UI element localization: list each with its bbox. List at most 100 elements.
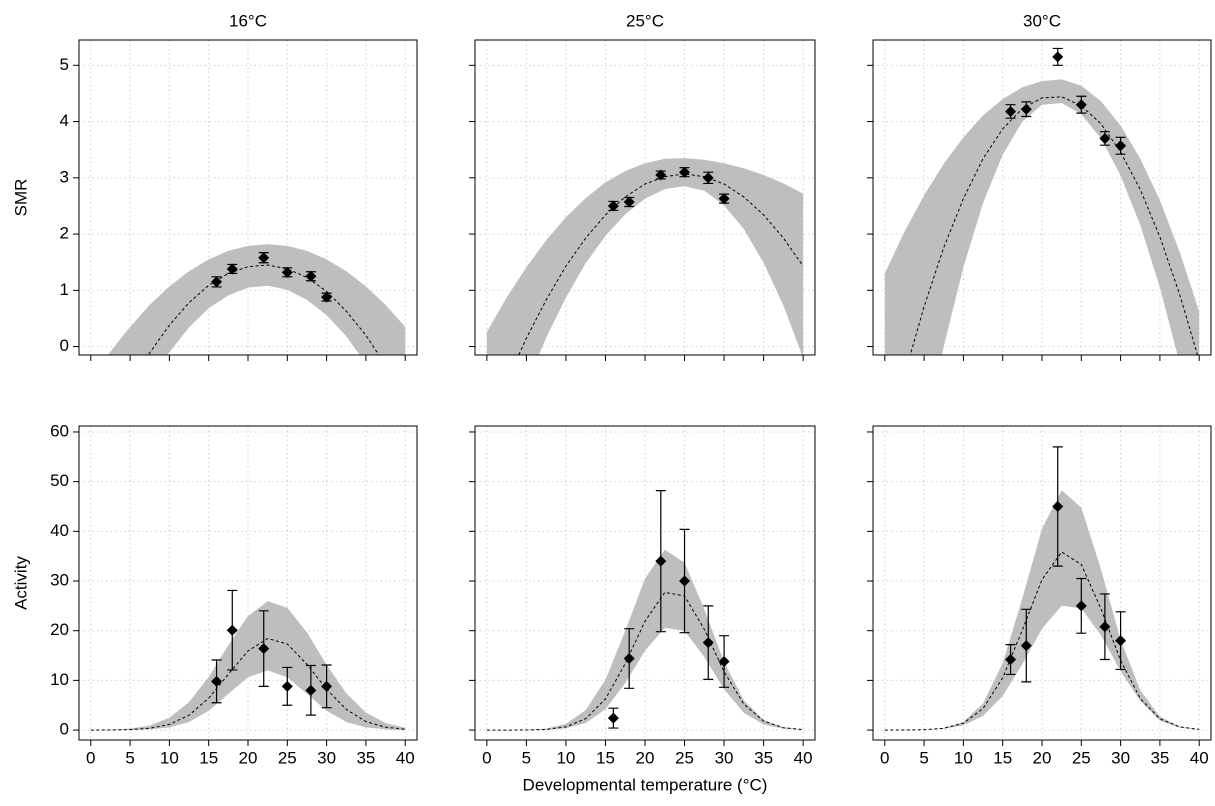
panel: 0 5 10 15 20 25 30 35 40 xyxy=(867,425,1212,767)
x-tick-label: 25 xyxy=(278,748,297,767)
data-point xyxy=(718,656,730,667)
y-tick-label: 40 xyxy=(50,521,69,540)
panel-frame xyxy=(474,39,816,356)
data-point xyxy=(211,276,223,288)
x-tick-label: 10 xyxy=(954,748,973,767)
x-tick-label: 40 xyxy=(1190,748,1209,767)
data-point xyxy=(1075,600,1087,612)
data-point xyxy=(679,166,691,178)
plot-area xyxy=(486,549,804,731)
y-axis-label: SMR xyxy=(11,179,30,217)
plot-area xyxy=(108,244,406,355)
y-tick-label: 0 xyxy=(60,336,69,355)
data-point xyxy=(1020,103,1032,115)
data-point xyxy=(226,624,238,636)
data-point xyxy=(655,555,667,567)
y-tick-label: 10 xyxy=(50,670,69,689)
x-tick-label: 0 xyxy=(482,748,491,767)
confidence-band xyxy=(486,158,804,355)
data-point xyxy=(226,263,238,275)
data-point xyxy=(305,684,317,696)
x-tick-label: 20 xyxy=(1033,748,1052,767)
x-tick-label: 15 xyxy=(596,748,615,767)
panel-frame xyxy=(78,39,418,356)
data-point xyxy=(1005,654,1017,666)
panel: 0 5 10 15 20 25 30 35 40 0 10 20 30 40 50 60 Activity xyxy=(11,421,418,767)
y-tick-label: 0 xyxy=(60,720,69,739)
data-point xyxy=(702,172,714,184)
x-tick-label: 10 xyxy=(160,748,179,767)
panel-frame xyxy=(474,425,816,741)
x-tick-label: 5 xyxy=(522,748,531,767)
y-tick-label: 4 xyxy=(60,111,69,130)
panel: 30°C xyxy=(867,11,1212,361)
y-tick-label: 60 xyxy=(50,421,69,440)
y-tick-label: 50 xyxy=(50,471,69,490)
panel-frame xyxy=(78,425,418,741)
data-point xyxy=(1052,500,1064,512)
x-tick-label: 25 xyxy=(675,748,694,767)
data-point xyxy=(1115,140,1127,152)
data-point xyxy=(655,169,667,181)
y-axis-label: Activity xyxy=(11,556,30,610)
x-tick-label: 35 xyxy=(754,748,773,767)
x-tick-label: 35 xyxy=(1150,748,1169,767)
panel-title: 16°C xyxy=(229,11,267,30)
panel-frame xyxy=(872,425,1212,741)
x-tick-label: 5 xyxy=(125,748,134,767)
panel-title: 30°C xyxy=(1023,11,1061,30)
panel-frame xyxy=(872,39,1212,356)
x-tick-label: 20 xyxy=(239,748,258,767)
y-tick-label: 1 xyxy=(60,280,69,299)
data-point xyxy=(258,643,270,655)
confidence-band xyxy=(884,490,1200,731)
x-tick-label: 25 xyxy=(1072,748,1091,767)
fit-line xyxy=(884,551,1200,731)
x-tick-label: 0 xyxy=(86,748,95,767)
data-point xyxy=(1052,51,1064,63)
data-point xyxy=(281,266,293,278)
data-point xyxy=(718,193,730,205)
data-point xyxy=(702,637,714,649)
plot-area xyxy=(884,490,1200,731)
fit-line xyxy=(147,264,380,355)
data-point xyxy=(1099,132,1111,144)
data-point xyxy=(1099,621,1111,633)
x-tick-label: 20 xyxy=(636,748,655,767)
x-tick-label: 10 xyxy=(556,748,575,767)
fit-line xyxy=(909,96,1199,355)
x-axis-label: Developmental temperature (°C) xyxy=(523,775,768,794)
confidence-band xyxy=(108,244,406,355)
x-tick-label: 0 xyxy=(880,748,889,767)
panel-title: 25°C xyxy=(626,11,664,30)
data-point xyxy=(258,252,270,264)
x-tick-label: 35 xyxy=(356,748,375,767)
fit-line xyxy=(518,173,804,355)
y-tick-label: 2 xyxy=(60,224,69,243)
confidence-band xyxy=(486,549,804,731)
x-tick-label: 40 xyxy=(396,748,415,767)
data-point xyxy=(281,680,293,692)
data-point xyxy=(1020,640,1032,652)
data-point xyxy=(321,680,333,692)
data-point xyxy=(211,675,223,687)
data-point xyxy=(1115,635,1127,647)
y-tick-label: 30 xyxy=(50,570,69,589)
panel: 0 1 2 3 4 5 16°C SMR xyxy=(11,11,418,361)
x-tick-label: 30 xyxy=(317,748,336,767)
fit-line xyxy=(90,637,406,731)
data-point xyxy=(607,200,619,212)
fit-line xyxy=(486,591,804,731)
data-point xyxy=(623,653,635,665)
plot-area xyxy=(486,158,804,355)
panel: 25°C xyxy=(469,11,816,361)
x-tick-label: 15 xyxy=(993,748,1012,767)
y-tick-label: 5 xyxy=(60,55,69,74)
x-tick-label: 40 xyxy=(794,748,813,767)
data-point xyxy=(305,270,317,282)
data-point xyxy=(607,712,619,724)
data-point xyxy=(679,575,691,587)
x-tick-label: 15 xyxy=(199,748,218,767)
